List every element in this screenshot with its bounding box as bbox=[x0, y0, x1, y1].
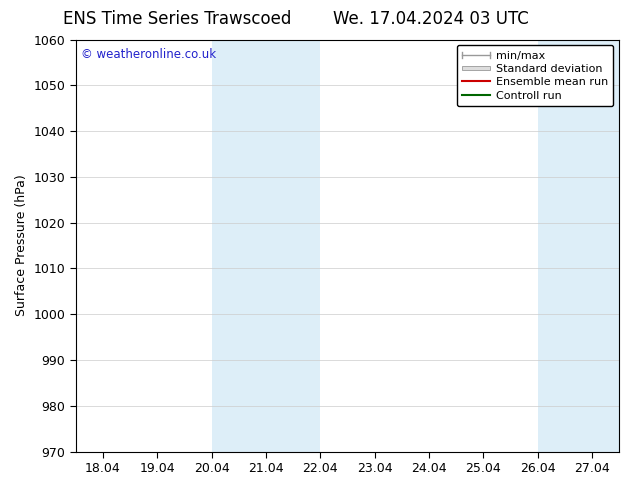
Text: We. 17.04.2024 03 UTC: We. 17.04.2024 03 UTC bbox=[333, 10, 529, 28]
Bar bbox=[212, 40, 320, 452]
Text: © weatheronline.co.uk: © weatheronline.co.uk bbox=[81, 48, 216, 61]
Legend: min/max, Standard deviation, Ensemble mean run, Controll run: min/max, Standard deviation, Ensemble me… bbox=[456, 45, 614, 106]
Text: ENS Time Series Trawscoed: ENS Time Series Trawscoed bbox=[63, 10, 292, 28]
Y-axis label: Surface Pressure (hPa): Surface Pressure (hPa) bbox=[15, 175, 28, 317]
Bar bbox=[538, 40, 619, 452]
